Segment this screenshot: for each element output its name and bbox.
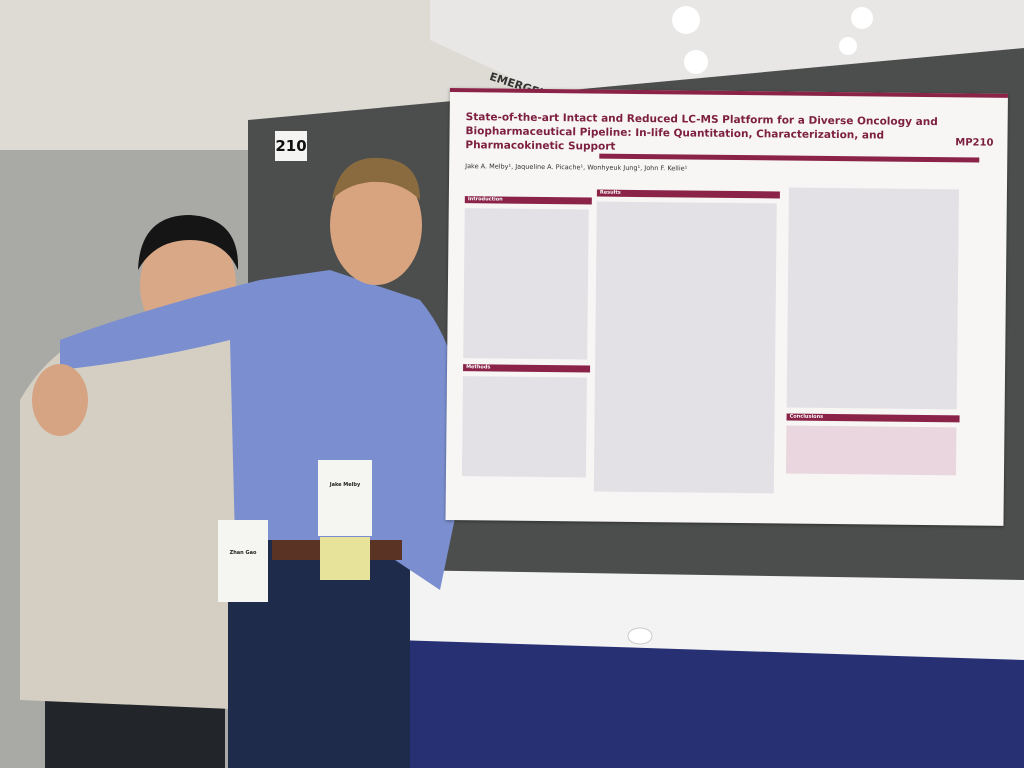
badge-name: Jake Melby [329,482,361,488]
ceiling-light [839,37,857,55]
badge: Jake Melby [318,460,372,536]
cup [627,627,653,645]
table-skirt [395,640,1024,768]
hand [32,364,88,436]
ceiling-light [672,6,700,34]
left-person-hair [138,215,239,270]
section-body [463,208,589,360]
booth-number: 210 [275,131,307,161]
section-header: Introduction [464,196,592,205]
right-person-hair [332,157,420,200]
poster: State-of-the-art Intact and Reduced LC-M… [445,88,1008,526]
ceiling-light [851,7,873,29]
ticket [320,537,370,580]
poster-authors: Jake A. Melby¹, Jaqueline A. Picache¹, W… [465,162,688,173]
section-body [785,425,957,476]
section-header: Conclusions [786,413,960,423]
section-body [461,376,587,478]
badge-name: Zhan Gao [229,550,257,556]
results-figures [593,201,777,494]
ceiling [430,0,1024,100]
badge: Zhan Gao [218,520,268,602]
right-person-face [330,165,422,285]
ceiling-light [684,50,708,74]
results-figures [786,187,959,410]
poster-title: State-of-the-art Intact and Reduced LC-M… [465,111,938,153]
poster-code: MP210 [955,137,994,149]
section-header: Results [596,189,780,199]
section-header: Methods [463,364,591,373]
